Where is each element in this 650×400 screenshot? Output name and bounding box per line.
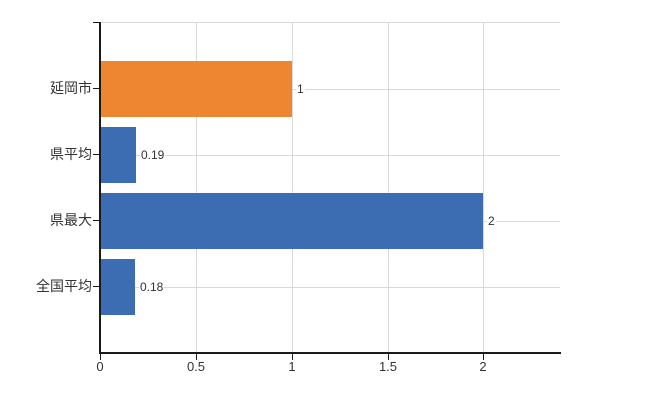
x-gridline — [195, 23, 197, 353]
y-gridline — [100, 155, 560, 156]
y-gridline — [100, 89, 560, 90]
value-label: 0.18 — [139, 280, 165, 294]
category-label: 延岡市 — [50, 80, 92, 96]
x-tick-label: 1.5 — [378, 359, 398, 374]
value-label: 1 — [296, 82, 305, 96]
x-tick-label: 2 — [479, 359, 487, 374]
category-label: 県最大 — [50, 212, 92, 228]
x-tick-label: 0.5 — [186, 359, 206, 374]
y-axis-tick — [93, 88, 99, 89]
x-gridline — [387, 23, 389, 353]
x-tick-label: 0 — [96, 359, 104, 374]
x-axis-tick — [100, 354, 101, 360]
category-label: 県平均 — [50, 146, 92, 162]
value-label: 0.19 — [140, 148, 166, 162]
category-label: 全国平均 — [36, 278, 92, 294]
x-axis-tick — [292, 354, 293, 360]
value-label: 2 — [487, 214, 496, 228]
y-axis-tick — [93, 22, 99, 23]
x-axis-tick — [388, 354, 389, 360]
x-axis-tick — [483, 354, 484, 360]
x-axis-line — [99, 352, 561, 354]
bar — [100, 259, 135, 315]
bar — [100, 61, 292, 117]
plot-area: 1 0.19 2 0.18 — [100, 22, 560, 353]
y-axis-line — [99, 22, 101, 352]
x-axis-tick — [196, 354, 197, 360]
x-gridline — [291, 23, 293, 353]
x-tick-label: 1 — [288, 359, 296, 374]
y-axis-tick — [93, 220, 99, 221]
bar — [100, 193, 483, 249]
y-gridline — [100, 287, 560, 288]
bar — [100, 127, 136, 183]
y-axis-tick — [93, 286, 99, 287]
y-axis-tick — [93, 154, 99, 155]
x-gridline — [483, 23, 485, 353]
